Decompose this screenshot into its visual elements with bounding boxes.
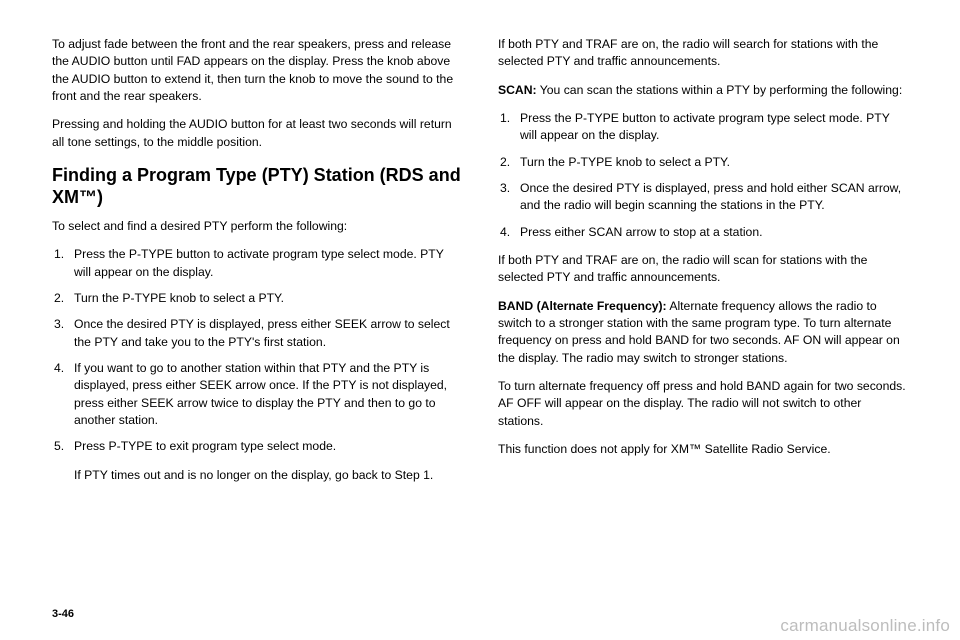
left-column: To adjust fade between the front and the…: [52, 36, 462, 610]
page-container: To adjust fade between the front and the…: [0, 0, 960, 640]
list-item: Press P-TYPE to exit program type select…: [52, 438, 462, 455]
list-item: If you want to go to another station wit…: [52, 360, 462, 429]
scan-label: SCAN:: [498, 83, 537, 97]
right-steps-list: Press the P-TYPE button to activate prog…: [498, 110, 908, 250]
left-steps-list: Press the P-TYPE button to activate prog…: [52, 246, 462, 464]
band-label: BAND (Alternate Frequency):: [498, 299, 667, 313]
para-pty-traf-search: If both PTY and TRAF are on, the radio w…: [498, 36, 908, 71]
list-item: Once the desired PTY is displayed, press…: [498, 180, 908, 215]
list-item: Turn the P-TYPE knob to select a PTY.: [498, 154, 908, 171]
para-hold-audio: Pressing and holding the AUDIO button fo…: [52, 116, 462, 151]
step-follow: If PTY times out and is no longer on the…: [52, 467, 462, 484]
para-band: BAND (Alternate Frequency): Alternate fr…: [498, 298, 908, 367]
right-column: If both PTY and TRAF are on, the radio w…: [498, 36, 908, 610]
para-fade: To adjust fade between the front and the…: [52, 36, 462, 105]
page-number: 3-46: [52, 608, 74, 620]
list-item: Once the desired PTY is displayed, press…: [52, 316, 462, 351]
list-item: Press the P-TYPE button to activate prog…: [498, 110, 908, 145]
heading-pty: Finding a Program Type (PTY) Station (RD…: [52, 164, 462, 209]
para-xm-note: This function does not apply for XM™ Sat…: [498, 441, 908, 458]
list-item: Press the P-TYPE button to activate prog…: [52, 246, 462, 281]
list-item: Turn the P-TYPE knob to select a PTY.: [52, 290, 462, 307]
para-scan: SCAN: You can scan the stations within a…: [498, 82, 908, 99]
para-pty-traf-scan: If both PTY and TRAF are on, the radio w…: [498, 252, 908, 287]
para-select-pty: To select and find a desired PTY perform…: [52, 218, 462, 235]
list-item: Press either SCAN arrow to stop at a sta…: [498, 224, 908, 241]
para-af-off: To turn alternate frequency off press an…: [498, 378, 908, 430]
scan-text: You can scan the stations within a PTY b…: [537, 83, 903, 97]
watermark: carmanualsonline.info: [780, 616, 950, 636]
